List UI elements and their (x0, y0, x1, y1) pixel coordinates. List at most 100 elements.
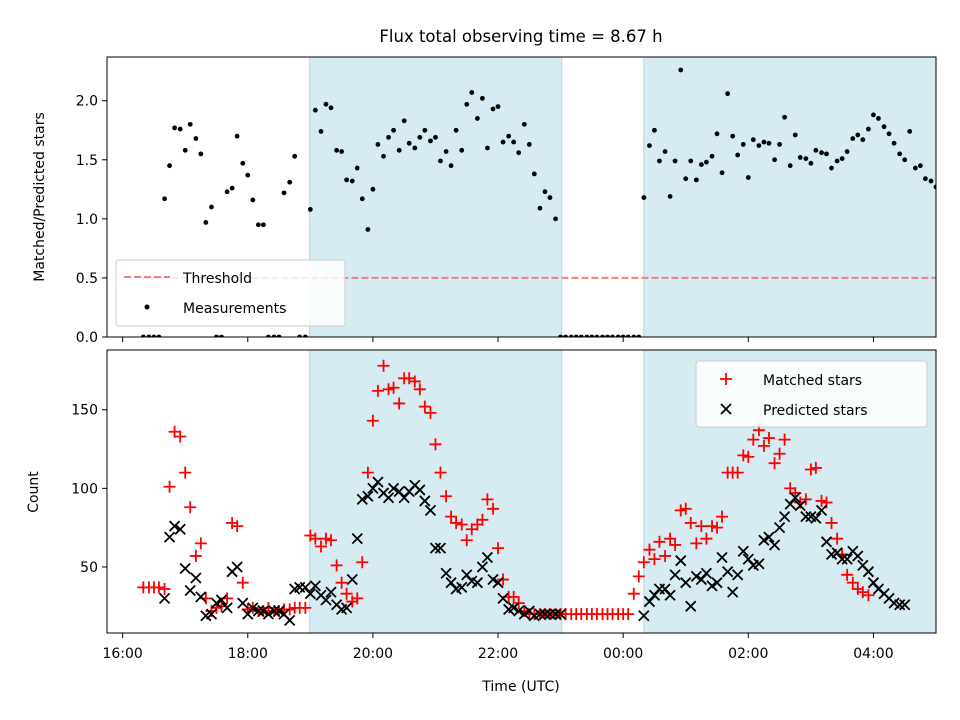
matched-stars-point (163, 480, 176, 493)
matched-stars-point (846, 576, 859, 589)
measurement-point (647, 143, 652, 149)
measurement-point (657, 158, 662, 164)
measurement-point (605, 334, 610, 337)
matched-stars-point (455, 518, 468, 531)
predicted-stars-point (727, 586, 739, 598)
matched-stars-point (299, 601, 312, 614)
predicted-stars-point (894, 599, 906, 611)
predicted-stars-point (419, 495, 431, 507)
predicted-stars-point (184, 584, 196, 597)
matched-stars-point (382, 383, 395, 396)
measurement-point (584, 334, 590, 337)
measurement-point (855, 132, 861, 138)
matched-stars-point (684, 516, 697, 529)
matched-stars-point (429, 438, 442, 451)
legend-measurements-swatch (144, 304, 150, 310)
measurement-point (620, 334, 626, 337)
predicted-stars-point (252, 605, 265, 617)
matched-stars-point (742, 450, 755, 463)
predicted-stars-point (398, 492, 410, 504)
predicted-stars-point (690, 570, 703, 583)
measurement-point (271, 334, 277, 337)
measurement-point (172, 125, 177, 131)
measurement-point (782, 114, 787, 120)
matched-stars-point (231, 520, 244, 533)
predicted-stars-point (382, 492, 395, 504)
matched-stars-point (356, 556, 369, 569)
x-tick-label: 04:00 (853, 646, 893, 662)
predicted-stars-point (737, 545, 749, 557)
measurement-point (339, 149, 345, 154)
measurement-point (819, 150, 824, 156)
measurement-point (866, 126, 871, 132)
predicted-stars-point (481, 551, 494, 564)
matched-stars-point (757, 439, 770, 452)
measurement-point (589, 334, 595, 337)
predicted-stars-point (487, 573, 499, 586)
legend-matched-swatch (720, 373, 732, 385)
measurement-point (469, 90, 475, 95)
predicted-stars-point (158, 592, 171, 605)
matched-stars-point (831, 532, 844, 545)
measurement-point (824, 151, 829, 157)
measurement-point (375, 142, 381, 147)
measurement-point (359, 196, 365, 202)
predicted-stars-point (784, 498, 796, 510)
matched-stars-point (158, 582, 171, 595)
matched-stars-point (351, 592, 364, 605)
predicted-stars-point (231, 561, 243, 573)
measurement-point (881, 124, 887, 130)
measurement-point (287, 179, 293, 185)
measurement-point (266, 334, 271, 337)
measurement-point (573, 334, 579, 337)
measurement-point (615, 334, 621, 337)
measurement-point (234, 133, 240, 139)
x-tick-label: 22:00 (478, 646, 518, 662)
measurement-point (730, 133, 736, 139)
measurement-point (401, 118, 407, 124)
predicted-stars-point (685, 600, 697, 612)
matched-stars-point (408, 375, 421, 388)
measurement-point (193, 136, 199, 141)
measurement-point (928, 178, 934, 184)
matched-stars-point (330, 559, 343, 572)
measurement-point (438, 158, 443, 164)
predicted-stars-point (669, 569, 681, 581)
predicted-stars-point (513, 605, 525, 617)
measurement-point (495, 104, 501, 110)
predicted-stars-point (862, 566, 875, 578)
matched-stars-point (825, 516, 838, 529)
measurement-point (485, 145, 490, 151)
measurement-point (245, 172, 251, 178)
measurement-point (834, 158, 840, 164)
measurement-point (406, 140, 412, 146)
predicted-stars-point (554, 608, 567, 620)
measurement-point (521, 121, 527, 127)
measurement-point (182, 147, 188, 153)
predicted-stars-point (304, 588, 316, 600)
predicted-stars-point (351, 533, 363, 545)
matched-stars-point (762, 432, 775, 445)
predicted-stars-point (284, 614, 296, 627)
measurement-point (698, 162, 704, 167)
legend-measurements-label: Measurements (183, 301, 286, 317)
matched-stars-point (324, 534, 337, 547)
predicted-stars-point (215, 594, 228, 606)
x-tick-label: 18:00 (228, 646, 268, 662)
observing-interval-shade (309, 349, 563, 634)
matched-stars-point (418, 400, 431, 413)
matched-stars-point (622, 608, 635, 621)
measurement-point (365, 227, 371, 232)
measurement-point (600, 334, 605, 337)
matched-stars-point (809, 461, 822, 474)
measurement-point (922, 176, 928, 182)
matched-stars-point (653, 535, 666, 548)
measurement-point (214, 334, 219, 337)
predicted-stars-point (789, 492, 801, 504)
measurement-point (224, 189, 230, 195)
measurement-point (860, 137, 866, 143)
measurement-point (307, 207, 313, 212)
x-tick-label: 16:00 (102, 646, 142, 662)
measurement-point (448, 163, 454, 169)
measurement-point (297, 334, 303, 337)
